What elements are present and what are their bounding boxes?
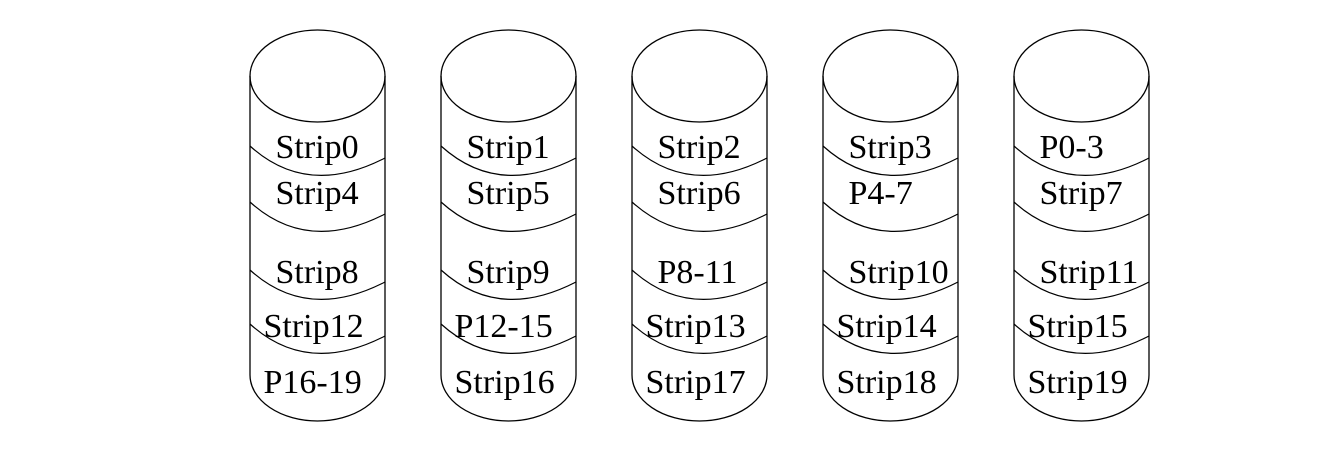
strip-divider <box>631 323 768 354</box>
disk-top-ellipse <box>1013 29 1150 123</box>
strip-label: Strip14 <box>837 308 937 345</box>
disk-body <box>1013 76 1150 422</box>
strip-divider <box>1013 323 1150 354</box>
strip-label: Strip13 <box>646 308 746 345</box>
strip-label: Strip6 <box>658 175 741 212</box>
strip-label: Strip5 <box>467 175 550 212</box>
strip-label: Strip12 <box>264 308 364 345</box>
strip-divider <box>440 145 577 176</box>
disk-body <box>822 76 959 422</box>
strip-divider <box>631 269 768 300</box>
disk-2: Strip2 Strip6 P8-11 Strip13 Strip17 <box>631 29 768 422</box>
disk-body <box>440 76 577 422</box>
strip-divider <box>822 201 959 232</box>
disk-3: Strip3 P4-7 Strip10 Strip14 Strip18 <box>822 29 959 422</box>
disk-top-ellipse <box>822 29 959 123</box>
disk-top-ellipse <box>440 29 577 123</box>
disk-0: Strip0 Strip4 Strip8 Strip12 P16-19 <box>249 29 386 422</box>
strip-label: P12-15 <box>455 308 553 345</box>
strip-label: Strip19 <box>1028 364 1128 401</box>
strip-divider <box>440 269 577 300</box>
strip-divider <box>631 201 768 232</box>
strip-divider <box>1013 145 1150 176</box>
strip-label: Strip7 <box>1040 175 1123 212</box>
strip-divider <box>249 269 386 300</box>
strip-divider <box>249 201 386 232</box>
disk-body <box>631 76 768 422</box>
strip-label: P8-11 <box>658 254 738 291</box>
strip-divider <box>440 323 577 354</box>
strip-divider <box>249 323 386 354</box>
strip-label: Strip17 <box>646 364 746 401</box>
strip-label: Strip11 <box>1040 254 1139 291</box>
disk-top-ellipse <box>249 29 386 123</box>
strip-label: Strip2 <box>658 129 741 166</box>
strip-label: Strip18 <box>837 364 937 401</box>
strip-label: Strip15 <box>1028 308 1128 345</box>
strip-divider <box>822 269 959 300</box>
strip-label: Strip0 <box>276 129 359 166</box>
strip-label: P16-19 <box>264 364 362 401</box>
strip-divider <box>249 145 386 176</box>
strip-divider <box>631 145 768 176</box>
strip-label: Strip4 <box>276 175 359 212</box>
strip-divider <box>822 323 959 354</box>
strip-divider <box>1013 201 1150 232</box>
strip-label: Strip8 <box>276 254 359 291</box>
disk-top-ellipse <box>631 29 768 123</box>
disk-4: P0-3 Strip7 Strip11 Strip15 Strip19 <box>1013 29 1150 422</box>
strip-label: Strip3 <box>849 129 932 166</box>
strip-label: Strip16 <box>455 364 555 401</box>
strip-label: Strip1 <box>467 129 550 166</box>
disk-body <box>249 76 386 422</box>
strip-divider <box>1013 269 1150 300</box>
disk-1: Strip1 Strip5 Strip9 P12-15 Strip16 <box>440 29 577 422</box>
strip-divider <box>822 145 959 176</box>
strip-label: Strip10 <box>849 254 949 291</box>
strip-label: P0-3 <box>1040 129 1104 166</box>
strip-label: P4-7 <box>849 175 913 212</box>
strip-divider <box>440 201 577 232</box>
strip-label: Strip9 <box>467 254 550 291</box>
